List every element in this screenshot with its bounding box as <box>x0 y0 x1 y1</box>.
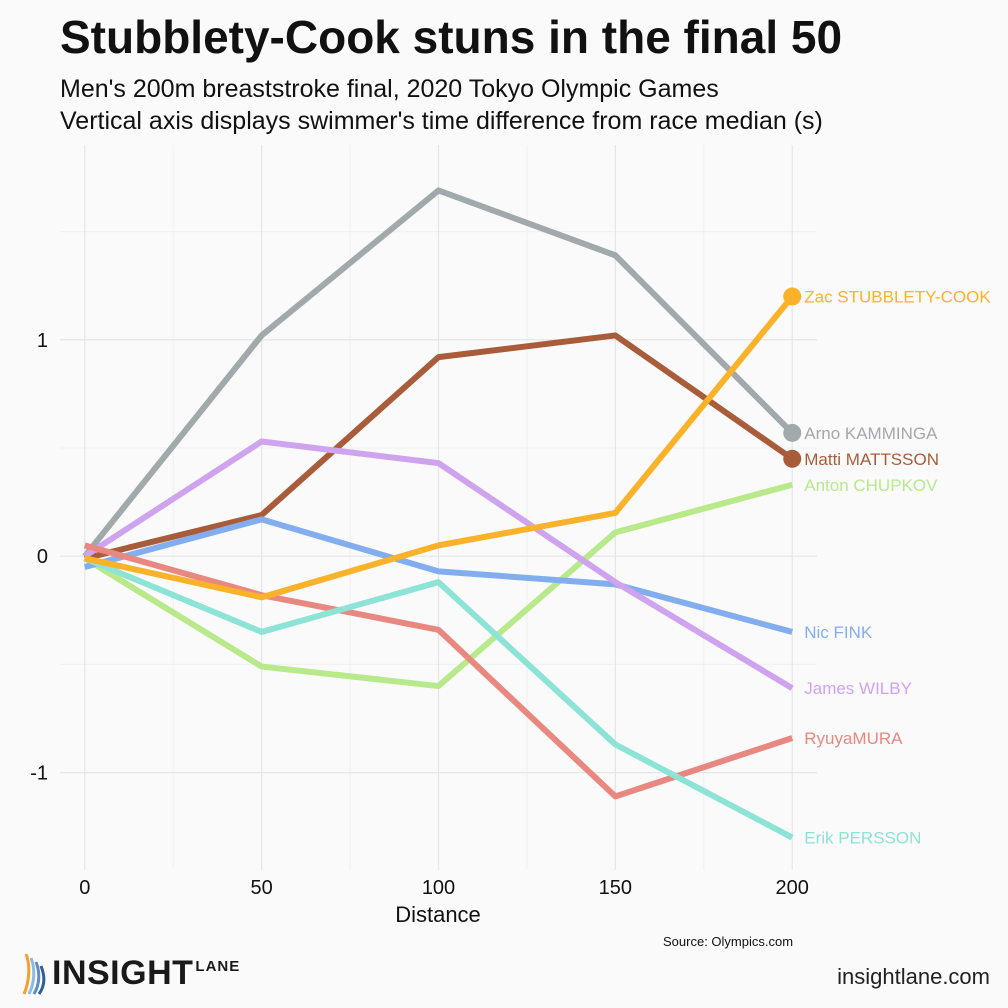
x-tick-label: 0 <box>79 877 90 899</box>
y-tick-label: -1 <box>30 763 48 785</box>
series-labels: Arno KAMMINGA Matti MATTSSON Anton CHUPKOV… <box>804 287 991 847</box>
series-label-zac-stubblety-cook: Zac STUBBLETY-COOK <box>804 287 991 306</box>
series-label-ryuyamura: RyuyaMURA <box>804 729 903 748</box>
insightlane-mark-icon <box>22 953 46 995</box>
y-tick-labels: -1 0 1 <box>30 330 48 785</box>
x-tick-label: 200 <box>776 877 809 899</box>
series-line-erik-persson <box>83 555 794 841</box>
brand-wordmark-sup: LANE <box>195 958 241 975</box>
end-point-zac-stubblety-cook <box>783 287 802 306</box>
series-lines <box>82 187 795 841</box>
brand-website: insightlane.com <box>837 964 990 989</box>
series-label-arno-kamminga: Arno KAMMINGA <box>804 424 938 443</box>
y-tick-label: 1 <box>37 330 48 352</box>
x-tick-label: 50 <box>251 877 273 899</box>
chart-subtitle-line-1: Men's 200m breaststroke final, 2020 Toky… <box>60 75 719 103</box>
series-line-matti-mattsson <box>84 332 794 562</box>
series-line-anton-chupkov <box>83 481 794 690</box>
series-label-james-wilby: James WILBY <box>804 679 912 698</box>
chart-title: Stubblety-Cook stuns in the final 50 <box>60 11 843 63</box>
series-line-zac-stubblety-cook <box>84 294 795 601</box>
series-label-anton-chupkov: Anton CHUPKOV <box>804 476 938 495</box>
series-label-erik-persson: Erik PERSSON <box>804 829 921 848</box>
x-tick-label: 150 <box>599 877 632 899</box>
series-line-arno-kamminga <box>82 187 795 559</box>
brand-wordmark: INSIGHT <box>52 954 194 992</box>
x-tick-label: 100 <box>422 877 455 899</box>
series-line-james-wilby <box>83 438 794 691</box>
y-tick-label: 0 <box>37 546 48 568</box>
x-axis-label: Distance <box>395 902 481 927</box>
x-tick-labels: 0 50 100 150 200 <box>79 877 809 899</box>
source-note: Source: Olympics.com <box>663 934 794 949</box>
brand-logo: INSIGHT LANE <box>20 950 240 996</box>
series-label-nic-fink: Nic FINK <box>804 623 873 642</box>
end-points <box>783 287 802 468</box>
series-label-matti-mattsson: Matti MATTSSON <box>804 450 939 469</box>
end-point-arno-kamminga <box>783 423 802 442</box>
end-point-matti-mattsson <box>783 449 802 468</box>
series-line-nic-fink <box>83 516 794 635</box>
chart-subtitle-line-2: Vertical axis displays swimmer's time di… <box>60 107 823 135</box>
